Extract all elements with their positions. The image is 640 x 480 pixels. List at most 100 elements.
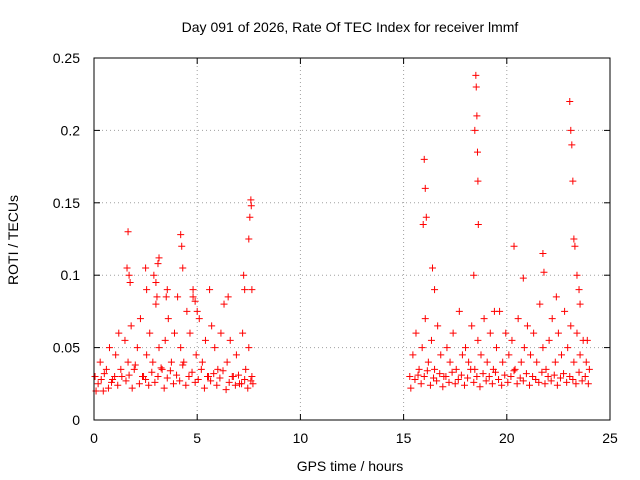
- data-point: [495, 375, 503, 383]
- data-point: [477, 351, 485, 359]
- data-point: [499, 358, 507, 366]
- data-point: [520, 344, 528, 352]
- data-point: [180, 358, 188, 366]
- data-point: [177, 231, 185, 239]
- data-point: [557, 351, 565, 359]
- data-point: [467, 365, 475, 373]
- data-point: [424, 358, 432, 366]
- data-point: [451, 380, 459, 388]
- data-point: [91, 373, 99, 381]
- data-point: [248, 286, 256, 294]
- data-point: [479, 370, 487, 378]
- y-tick-label: 0: [72, 412, 80, 428]
- data-point: [179, 361, 187, 369]
- data-point: [191, 297, 199, 305]
- data-point: [97, 375, 105, 383]
- data-point: [421, 315, 429, 323]
- data-point: [533, 358, 541, 366]
- data-point: [178, 242, 186, 250]
- data-point: [96, 358, 104, 366]
- data-point: [118, 373, 126, 381]
- data-point: [197, 365, 205, 373]
- data-point: [222, 386, 230, 394]
- data-point: [462, 344, 470, 352]
- data-point: [167, 358, 175, 366]
- data-point: [245, 235, 253, 243]
- data-point: [154, 260, 162, 268]
- data-point: [505, 351, 513, 359]
- data-point: [133, 344, 141, 352]
- data-point: [486, 329, 494, 337]
- data-point: [148, 368, 156, 376]
- data-point: [561, 307, 569, 315]
- data-point: [547, 377, 555, 385]
- data-point: [428, 264, 436, 272]
- data-point: [502, 329, 510, 337]
- data-point: [124, 228, 132, 236]
- data-point: [422, 213, 430, 221]
- data-point: [539, 249, 547, 257]
- data-point: [507, 373, 515, 381]
- data-point: [207, 377, 215, 385]
- data-point: [418, 344, 426, 352]
- data-point: [519, 377, 527, 385]
- data-point: [570, 358, 578, 366]
- data-point: [513, 380, 521, 388]
- data-point: [128, 384, 136, 392]
- x-tick-label: 0: [90, 430, 98, 446]
- data-point: [158, 365, 166, 373]
- data-point: [160, 384, 168, 392]
- data-point: [529, 373, 537, 381]
- data-point: [194, 375, 202, 383]
- data-point: [420, 373, 428, 381]
- data-point: [471, 126, 479, 134]
- data-point: [206, 286, 214, 294]
- data-point: [566, 373, 574, 381]
- data-point: [188, 368, 196, 376]
- data-point: [127, 322, 135, 330]
- data-point: [195, 315, 203, 323]
- data-point: [108, 378, 116, 386]
- data-point: [473, 373, 481, 381]
- data-point: [473, 112, 481, 120]
- data-point: [247, 202, 255, 210]
- data-point: [560, 370, 568, 378]
- data-point: [231, 381, 239, 389]
- data-point: [526, 381, 534, 389]
- data-point: [130, 365, 138, 373]
- data-point: [488, 380, 496, 388]
- data-point: [406, 373, 414, 381]
- data-point: [470, 271, 478, 279]
- data-point: [568, 141, 576, 149]
- data-point: [458, 351, 466, 359]
- data-point: [102, 365, 110, 373]
- data-point: [409, 351, 417, 359]
- data-point: [246, 213, 254, 221]
- data-point: [200, 384, 208, 392]
- data-point: [423, 367, 431, 375]
- data-point: [244, 384, 252, 392]
- data-point: [516, 374, 524, 382]
- data-point: [166, 367, 174, 375]
- data-point: [185, 373, 193, 381]
- data-point: [111, 373, 119, 381]
- x-tick-label: 5: [193, 430, 201, 446]
- data-point: [142, 375, 150, 383]
- data-point: [573, 329, 581, 337]
- data-point: [483, 358, 491, 366]
- data-point: [572, 380, 580, 388]
- data-point: [474, 177, 482, 185]
- data-point: [476, 383, 484, 391]
- data-point: [430, 374, 438, 382]
- data-point: [226, 336, 234, 344]
- plot-frame: [93, 57, 611, 421]
- data-point: [142, 264, 150, 272]
- x-tick-label: 15: [396, 430, 412, 446]
- data-point: [149, 358, 157, 366]
- data-point: [431, 365, 439, 373]
- data-point: [247, 377, 255, 385]
- data-point: [536, 300, 544, 308]
- data-point: [151, 378, 159, 386]
- data-point: [143, 351, 151, 359]
- data-point: [433, 377, 441, 385]
